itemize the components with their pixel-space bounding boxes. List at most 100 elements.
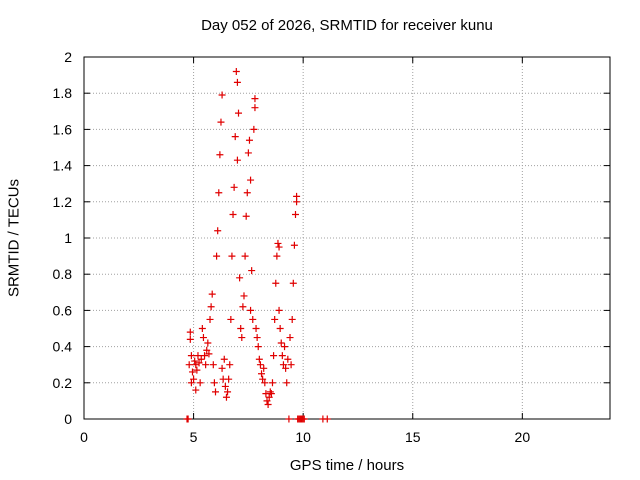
data-point: [275, 243, 283, 251]
data-point: [197, 355, 205, 363]
data-point: [206, 315, 214, 323]
data-point: [201, 352, 209, 360]
grid-lines: [84, 57, 610, 419]
data-point: [281, 343, 289, 351]
y-tick-label: 0.2: [53, 375, 73, 391]
data-point: [226, 361, 234, 369]
data-point: [288, 315, 296, 323]
data-point: [256, 361, 264, 369]
data-point: [277, 339, 285, 347]
data-point: [248, 267, 256, 275]
data-point: [273, 252, 281, 260]
data-point: [240, 292, 248, 300]
data-point: [190, 375, 198, 383]
data-point: [213, 252, 221, 260]
data-point: [224, 388, 232, 396]
data-point: [238, 334, 246, 342]
data-point: [209, 361, 217, 369]
data-point: [285, 415, 293, 423]
data-point: [185, 361, 193, 369]
data-point: [283, 379, 291, 387]
x-axis-label: GPS time / hours: [289, 457, 405, 474]
data-point: [236, 274, 244, 282]
data-point: [186, 335, 194, 343]
data-point: [275, 306, 283, 314]
data-point: [227, 315, 235, 323]
data-point: [192, 361, 200, 369]
data-point: [208, 290, 216, 298]
data-points: [183, 67, 331, 423]
data-point: [194, 352, 202, 360]
data-point: [255, 355, 263, 363]
data-point: [212, 388, 219, 396]
y-tick-label: 0.6: [53, 302, 73, 318]
data-point: [282, 364, 290, 372]
data-point: [276, 325, 284, 332]
data-point: [259, 375, 267, 383]
y-tick-label: 0: [64, 411, 72, 427]
data-point: [231, 133, 239, 141]
x-tick-label: 0: [80, 429, 88, 445]
data-point: [187, 352, 195, 360]
data-point: [199, 334, 207, 342]
data-point: [279, 361, 287, 369]
data-point: [233, 156, 241, 164]
data-point: [300, 415, 308, 423]
y-tick-label: 0.4: [53, 339, 73, 355]
data-point: [192, 386, 200, 394]
data-point: [268, 379, 276, 387]
data-point: [261, 379, 269, 387]
y-tick-label: 1.2: [53, 194, 73, 210]
y-tick-label: 1.8: [53, 85, 73, 101]
data-point: [220, 355, 228, 363]
y-tick-label: 1: [64, 230, 72, 246]
data-point: [241, 252, 249, 260]
data-point: [205, 350, 213, 358]
data-point: [247, 176, 255, 184]
data-point: [218, 91, 226, 99]
data-point: [265, 393, 273, 401]
data-point: [184, 415, 192, 423]
data-point: [258, 370, 266, 378]
data-point: [217, 118, 225, 126]
data-point: [287, 361, 295, 369]
data-point: [260, 364, 268, 372]
data-point: [251, 95, 259, 103]
data-point: [198, 325, 206, 332]
data-point: [267, 390, 275, 398]
data-point: [250, 125, 258, 133]
data-point: [253, 334, 261, 342]
data-point: [193, 366, 201, 374]
data-point: [221, 382, 229, 390]
data-point: [232, 67, 240, 75]
x-tick-label: 15: [405, 429, 421, 445]
data-point: [272, 279, 280, 287]
data-point: [186, 328, 194, 336]
chart-title: Day 052 of 2026, SRMTID for receiver kun…: [201, 17, 493, 34]
data-point: [266, 388, 274, 396]
data-point: [230, 183, 238, 191]
data-point: [293, 192, 301, 200]
y-tick-label: 1.4: [53, 158, 73, 174]
data-point: [245, 136, 253, 144]
data-point: [291, 210, 299, 218]
data-point: [290, 241, 298, 249]
data-point: [202, 361, 210, 369]
x-tick-label: 10: [295, 429, 311, 445]
data-point: [222, 393, 230, 401]
x-tick-label: 5: [190, 429, 198, 445]
data-point: [195, 359, 203, 367]
data-point: [188, 368, 196, 376]
data-point: [203, 346, 211, 354]
data-point: [214, 227, 222, 235]
data-point: [229, 210, 237, 218]
data-point: [228, 252, 236, 260]
data-point: [218, 364, 226, 372]
data-point: [286, 334, 294, 342]
data-point: [233, 78, 241, 86]
y-tick-label: 2: [64, 49, 72, 65]
data-point: [239, 303, 247, 311]
data-point: [235, 109, 243, 117]
data-point: [204, 339, 212, 347]
